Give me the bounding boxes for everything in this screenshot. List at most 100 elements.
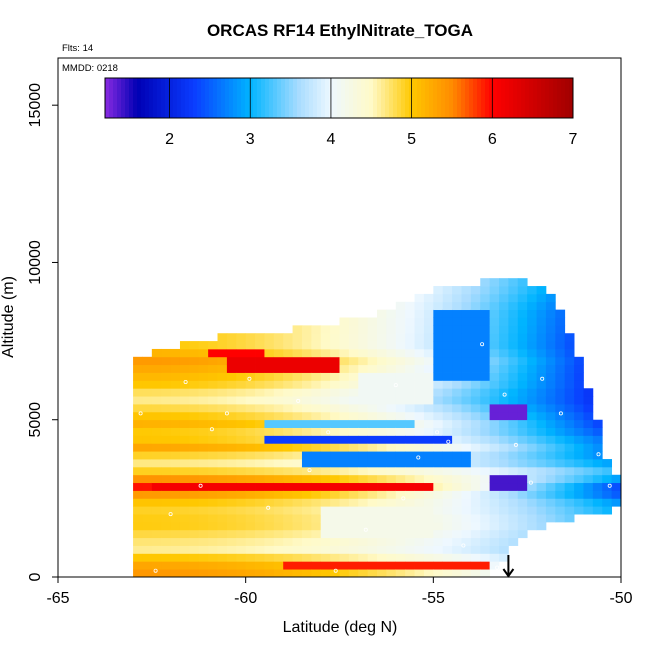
heatmap-cell xyxy=(527,427,537,436)
heatmap-cell xyxy=(442,348,453,358)
heatmap-cell xyxy=(433,451,444,460)
heatmap-cell xyxy=(367,521,378,531)
heatmap-cell xyxy=(452,317,462,326)
heatmap-cell xyxy=(461,490,472,499)
heatmap-cell xyxy=(395,435,406,444)
heatmap-cell xyxy=(283,553,293,562)
heatmap-cell xyxy=(433,514,444,523)
heatmap-cell xyxy=(367,380,378,389)
colorbar-segment xyxy=(557,78,562,118)
heatmap-cell xyxy=(245,553,256,562)
heatmap-cell xyxy=(292,459,303,468)
heatmap-cell xyxy=(405,490,415,499)
heatmap-cell xyxy=(179,396,190,405)
heatmap-cell xyxy=(536,333,547,342)
colorbar-segment xyxy=(113,78,118,118)
heatmap-cell xyxy=(555,466,566,476)
heatmap-cell xyxy=(386,348,397,358)
heatmap-cell xyxy=(151,514,162,523)
heatmap-cell xyxy=(395,317,406,326)
heatmap-cell xyxy=(179,459,190,468)
heatmap-cell xyxy=(574,411,584,421)
heatmap-cell xyxy=(292,443,303,452)
heatmap-cell xyxy=(264,380,275,389)
heatmap-cell xyxy=(311,545,322,554)
heatmap-cell xyxy=(198,545,209,554)
observation-point xyxy=(558,411,563,416)
heatmap-cell xyxy=(179,561,190,570)
heatmap-cell xyxy=(358,333,369,342)
heatmap-cell xyxy=(133,553,143,562)
heatmap-cell xyxy=(311,435,322,444)
heatmap-cell xyxy=(273,341,284,350)
heatmap-cell xyxy=(142,466,153,476)
colorbar-segment xyxy=(341,78,346,118)
heatmap-cell xyxy=(283,388,293,397)
heatmap-cell xyxy=(264,514,275,523)
heatmap-cell xyxy=(574,372,584,381)
heatmap-cell xyxy=(583,474,594,484)
heatmap-cell xyxy=(452,396,462,405)
heatmap-cell xyxy=(499,286,509,295)
heatmap-cell xyxy=(198,411,209,421)
heatmap-cell xyxy=(264,451,275,460)
heatmap-cell xyxy=(461,537,472,546)
heatmap-cell xyxy=(527,482,537,491)
heatmap-cell xyxy=(367,443,378,452)
heatmap-cell xyxy=(377,325,387,334)
heatmap-cell xyxy=(489,404,500,413)
heatmap-cell xyxy=(179,553,190,562)
heatmap-cell xyxy=(574,443,584,452)
heatmap-cell xyxy=(611,490,622,499)
heatmap-cell xyxy=(452,529,462,539)
heatmap-cell xyxy=(527,404,537,413)
heatmap-cell xyxy=(414,490,425,499)
heatmap-cell xyxy=(208,561,218,570)
heatmap-cell xyxy=(217,380,228,389)
heatmap-cell xyxy=(208,396,218,405)
heatmap-cell xyxy=(377,435,387,444)
x-tick-label: -65 xyxy=(46,590,69,607)
heatmap-cell xyxy=(142,443,153,452)
heatmap-cell xyxy=(142,545,153,554)
heatmap-cell xyxy=(377,348,387,358)
heatmap-cell xyxy=(414,348,425,358)
colorbar-segment xyxy=(313,78,318,118)
heatmap-cell xyxy=(499,466,509,476)
heatmap-cell xyxy=(236,466,247,476)
heatmap-cell xyxy=(245,514,256,523)
heatmap-cell xyxy=(208,529,218,539)
heatmap-cell xyxy=(236,348,247,358)
heatmap-cell xyxy=(480,278,491,287)
heatmap-cell xyxy=(442,521,453,531)
heatmap-cell xyxy=(179,490,190,499)
heatmap-cell xyxy=(499,325,509,334)
heatmap-cell xyxy=(433,356,444,366)
heatmap-cell xyxy=(414,459,425,468)
heatmap-cell xyxy=(330,325,340,334)
heatmap-cell xyxy=(405,372,415,381)
heatmap-cell xyxy=(358,459,369,468)
heatmap-cell xyxy=(461,364,472,373)
heatmap-cell xyxy=(161,364,171,373)
heatmap-cell xyxy=(489,506,500,515)
heatmap-cell xyxy=(311,482,322,491)
heatmap-cell xyxy=(545,404,556,413)
heatmap-cell xyxy=(423,466,434,476)
heatmap-cell xyxy=(527,348,537,358)
heatmap-cell xyxy=(330,419,340,428)
heatmap-cell xyxy=(386,521,397,531)
heatmap-cell xyxy=(236,482,247,491)
heatmap-cell xyxy=(226,459,237,468)
heatmap-cell xyxy=(142,396,153,405)
heatmap-cell xyxy=(527,317,537,326)
heatmap-cell xyxy=(330,443,340,452)
heatmap-cell xyxy=(142,459,153,468)
heatmap-cell xyxy=(367,317,378,326)
heatmap-cell xyxy=(555,309,566,318)
heatmap-cell xyxy=(236,372,247,381)
heatmap-cell xyxy=(583,427,594,436)
heatmap-cell xyxy=(517,325,528,334)
heatmap-cell xyxy=(452,333,462,342)
